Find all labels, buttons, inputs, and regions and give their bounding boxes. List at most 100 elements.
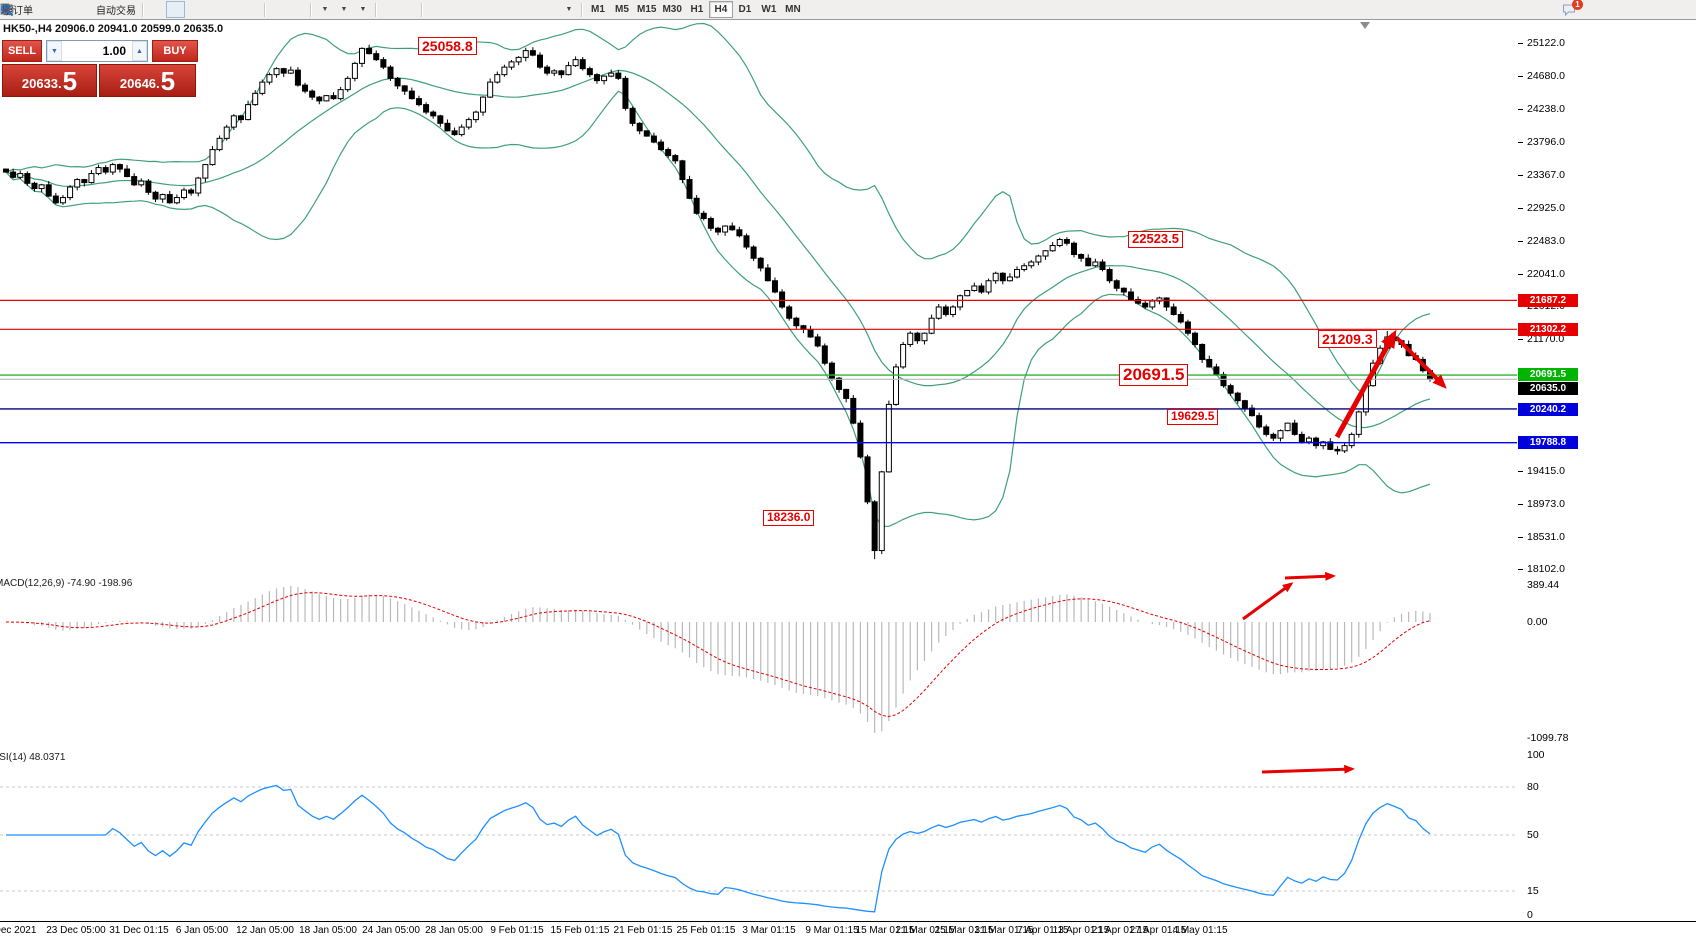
candle bbox=[771, 280, 778, 293]
candle bbox=[252, 92, 259, 106]
sell-price-tile[interactable]: 20633. 5 bbox=[2, 64, 97, 97]
rsi-line bbox=[6, 784, 1431, 913]
candle bbox=[88, 173, 95, 184]
new-chart-button[interactable]: ▼ bbox=[0, 1, 334, 18]
bollinger-middle-band bbox=[5, 69, 1431, 429]
candle bbox=[1113, 280, 1120, 289]
trendline-tool-button[interactable] bbox=[0, 1, 483, 18]
candle bbox=[152, 191, 159, 200]
candle bbox=[558, 70, 565, 76]
candle bbox=[472, 111, 479, 121]
candle bbox=[124, 168, 131, 178]
autotrade-button[interactable]: 自动交易 bbox=[1, 1, 139, 18]
zoom-in-button[interactable] bbox=[1, 1, 223, 18]
sell-button[interactable]: SELL bbox=[2, 40, 42, 62]
timeframe-button-m15[interactable]: M15 bbox=[637, 4, 657, 15]
timeframe-button-m30[interactable]: M30 bbox=[662, 4, 682, 15]
volume-value[interactable]: 1.00 bbox=[102, 44, 126, 58]
candle bbox=[864, 456, 871, 503]
price-tick-mark bbox=[1518, 175, 1523, 176]
arrows-tool-button[interactable]: ▼ bbox=[1, 1, 578, 18]
cursor-tool-button[interactable] bbox=[3, 1, 399, 18]
candlestick-chart-button[interactable] bbox=[2, 1, 185, 18]
tile-windows-button[interactable] bbox=[1, 1, 261, 18]
candle bbox=[45, 184, 52, 197]
zoom-out-button[interactable] bbox=[1, 1, 242, 18]
text-tool-button[interactable]: A bbox=[2, 1, 540, 18]
autoscroll-button[interactable] bbox=[1, 1, 288, 18]
bar-chart-button[interactable] bbox=[1, 1, 166, 18]
candle bbox=[978, 285, 985, 293]
horizontal-line-tool-button[interactable] bbox=[1, 1, 464, 18]
line-chart-button[interactable] bbox=[0, 1, 204, 18]
indicator-axis-label: 15 bbox=[1527, 885, 1539, 897]
candle bbox=[266, 74, 273, 83]
price-tick-label: 19415.0 bbox=[1527, 465, 1565, 477]
timeframe-button-w1[interactable]: W1 bbox=[761, 4, 777, 15]
price-axis[interactable]: 25122.0 24680.0 24238.0 23796.0 23367.0 22925… bbox=[1518, 0, 1696, 940]
candle bbox=[1384, 336, 1391, 349]
crosshair-tool-button[interactable] bbox=[1, 1, 418, 18]
signals-button[interactable] bbox=[1, 1, 93, 18]
timeframe-button-mn[interactable]: MN bbox=[785, 4, 801, 15]
candle bbox=[245, 104, 252, 121]
candle bbox=[650, 135, 657, 143]
time-axis-label: 28 Jan 05:00 bbox=[425, 925, 483, 936]
candle bbox=[1120, 287, 1127, 293]
timeframe-button-h4[interactable]: H4 bbox=[708, 1, 733, 18]
price-tick-mark bbox=[1518, 241, 1523, 242]
candle bbox=[1419, 358, 1426, 372]
buy-price-tile[interactable]: 20646. 5 bbox=[99, 64, 196, 97]
price-tick-label: 22483.0 bbox=[1527, 235, 1565, 247]
candle bbox=[223, 126, 230, 139]
price-tick-label: 23367.0 bbox=[1527, 169, 1565, 181]
chart-shift-marker-icon[interactable] bbox=[1360, 22, 1370, 29]
price-badge: 20691.5 bbox=[1518, 368, 1578, 381]
fibonacci-tool-button[interactable]: F bbox=[1, 1, 521, 18]
vertical-line-tool-button[interactable] bbox=[5, 1, 445, 18]
period-clock-button[interactable]: ▼ bbox=[1, 1, 353, 18]
market-button[interactable] bbox=[0, 1, 55, 18]
candle bbox=[31, 182, 38, 190]
candle bbox=[1135, 298, 1142, 304]
indicators-button[interactable]: ▼ bbox=[0, 1, 372, 18]
candle bbox=[900, 343, 907, 368]
timeframe-button-d1[interactable]: D1 bbox=[738, 4, 752, 15]
timeframe-button-m1[interactable]: M1 bbox=[591, 4, 605, 15]
timeframe-button-m5[interactable]: M5 bbox=[615, 4, 629, 15]
candle bbox=[1078, 254, 1085, 259]
candle bbox=[921, 332, 928, 342]
rsi-indicator-label: RSI(14) 48.0371 bbox=[0, 752, 66, 763]
toolbar-separator bbox=[264, 2, 266, 17]
candle bbox=[1348, 433, 1355, 447]
notification-count-badge: 1 bbox=[1572, 0, 1583, 10]
rsi-panel-chart[interactable] bbox=[0, 745, 1518, 921]
volume-increase-button[interactable]: ▲ bbox=[132, 41, 147, 61]
dropdown-arrow-icon: ▼ bbox=[321, 6, 329, 13]
candle bbox=[878, 471, 885, 552]
notifications-button[interactable]: 1 bbox=[1561, 0, 1583, 18]
candle bbox=[935, 306, 942, 319]
macd-indicator-label: MACD(12,26,9) -74.90 -198.96 bbox=[0, 578, 133, 589]
candle bbox=[807, 328, 814, 338]
candle bbox=[1184, 321, 1191, 334]
price-tick-mark bbox=[1518, 76, 1523, 77]
text-label-tool-button[interactable]: T bbox=[0, 1, 559, 18]
time-axis-label: 7 Apr 01:15 bbox=[1017, 925, 1069, 936]
volume-decrease-button[interactable]: ▼ bbox=[47, 41, 62, 61]
candle bbox=[1263, 426, 1270, 435]
candle bbox=[1327, 441, 1334, 450]
candle bbox=[116, 164, 123, 170]
candle bbox=[942, 306, 949, 315]
channel-tool-button[interactable]: E bbox=[0, 1, 502, 18]
chart-shift-button[interactable] bbox=[1, 1, 307, 18]
macd-panel-chart[interactable] bbox=[0, 571, 1518, 745]
main-price-chart[interactable] bbox=[0, 20, 1518, 571]
buy-button[interactable]: BUY bbox=[152, 40, 198, 62]
community-button[interactable] bbox=[0, 1, 74, 18]
price-tick-label: 25122.0 bbox=[1527, 37, 1565, 49]
timeframe-button-h1[interactable]: H1 bbox=[690, 4, 704, 15]
search-button[interactable] bbox=[1, 1, 1555, 18]
candle bbox=[971, 285, 978, 291]
